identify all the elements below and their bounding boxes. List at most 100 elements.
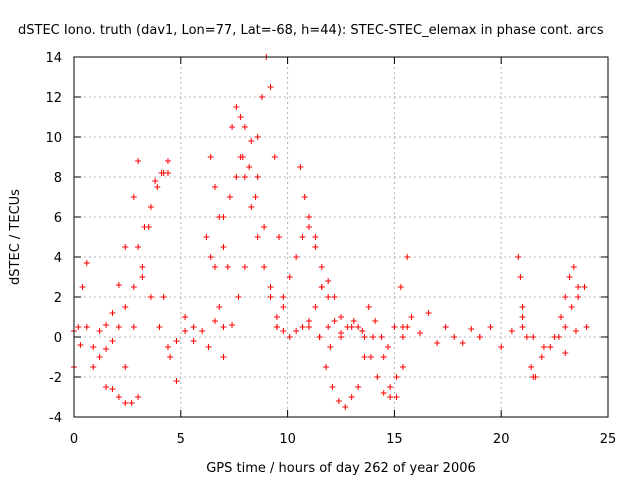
data-point (508, 328, 515, 334)
data-point (207, 154, 214, 160)
data-point (305, 214, 312, 220)
data-point (562, 350, 569, 356)
data-point (387, 384, 394, 390)
data-point (79, 284, 86, 290)
data-point (211, 264, 218, 270)
data-point (361, 334, 368, 340)
data-point (280, 304, 287, 310)
data-point (96, 328, 103, 334)
data-point (252, 194, 259, 200)
data-point (299, 234, 306, 240)
data-point (229, 322, 236, 328)
data-point (293, 254, 300, 260)
data-point (241, 264, 248, 270)
data-point (211, 184, 218, 190)
data-point (220, 354, 227, 360)
chart-title: dSTEC Iono. truth (dav1, Lon=77, Lat=-68… (18, 23, 604, 38)
data-point (299, 324, 306, 330)
data-point (338, 334, 344, 340)
data-point (254, 174, 261, 180)
data-point (130, 284, 137, 290)
data-point (135, 394, 142, 400)
data-point (568, 304, 575, 310)
data-point (365, 304, 372, 310)
y-tick-label: 6 (54, 211, 62, 226)
data-point (468, 326, 475, 332)
data-point (519, 324, 526, 330)
data-point (399, 364, 406, 370)
data-point (404, 254, 411, 260)
data-point (286, 334, 293, 340)
data-point (115, 282, 122, 288)
data-point (393, 394, 400, 400)
data-point (305, 324, 312, 330)
data-point (519, 304, 526, 310)
data-point (248, 138, 255, 144)
data-point (164, 170, 171, 176)
data-point (355, 384, 362, 390)
data-point (301, 194, 308, 200)
data-point (190, 324, 197, 330)
data-point (241, 174, 248, 180)
data-point (519, 314, 526, 320)
data-point (103, 384, 110, 390)
data-point (167, 354, 174, 360)
data-point (380, 390, 387, 396)
data-point (199, 328, 206, 334)
data-point (583, 324, 590, 330)
data-point (235, 294, 242, 300)
data-point (141, 224, 148, 230)
data-point (399, 324, 406, 330)
data-point (417, 330, 424, 336)
data-point (391, 324, 398, 330)
data-point (297, 164, 304, 170)
data-point (115, 324, 122, 330)
data-point (562, 324, 569, 330)
data-point (103, 346, 110, 352)
x-tick-label: 0 (70, 432, 78, 447)
data-point (384, 344, 391, 350)
data-point (147, 204, 154, 210)
data-point (425, 310, 432, 316)
data-point (267, 284, 274, 290)
data-point (378, 334, 385, 340)
data-point (130, 194, 137, 200)
data-point (380, 354, 387, 360)
y-tick-label: 14 (45, 51, 62, 66)
x-tick-label: 25 (600, 432, 617, 447)
data-point (261, 224, 268, 230)
data-point (374, 374, 381, 380)
data-point (517, 274, 524, 280)
data-point (109, 386, 116, 392)
y-tick-label: 4 (54, 251, 62, 266)
data-point (90, 364, 97, 370)
data-point (156, 324, 163, 330)
data-point (325, 278, 332, 284)
data-point (342, 404, 349, 410)
y-tick-label: 2 (54, 291, 62, 306)
data-point (530, 334, 537, 340)
data-point (338, 314, 344, 320)
data-point (147, 294, 154, 300)
data-point (122, 304, 129, 310)
data-point (109, 338, 116, 344)
y-tick-label: 8 (54, 171, 62, 186)
data-point (359, 328, 366, 334)
data-point (164, 158, 171, 164)
data-point (575, 294, 582, 300)
data-point (90, 344, 97, 350)
data-point (361, 354, 368, 360)
data-point (122, 244, 129, 250)
data-point (355, 324, 362, 330)
data-point (267, 84, 274, 90)
data-point (551, 334, 558, 340)
data-point (515, 254, 522, 260)
data-point (77, 342, 84, 348)
data-point (254, 134, 261, 140)
data-point (305, 224, 312, 230)
data-point (224, 264, 231, 270)
data-point (397, 284, 404, 290)
data-point (318, 264, 325, 270)
data-point (312, 304, 319, 310)
data-point (241, 124, 248, 130)
